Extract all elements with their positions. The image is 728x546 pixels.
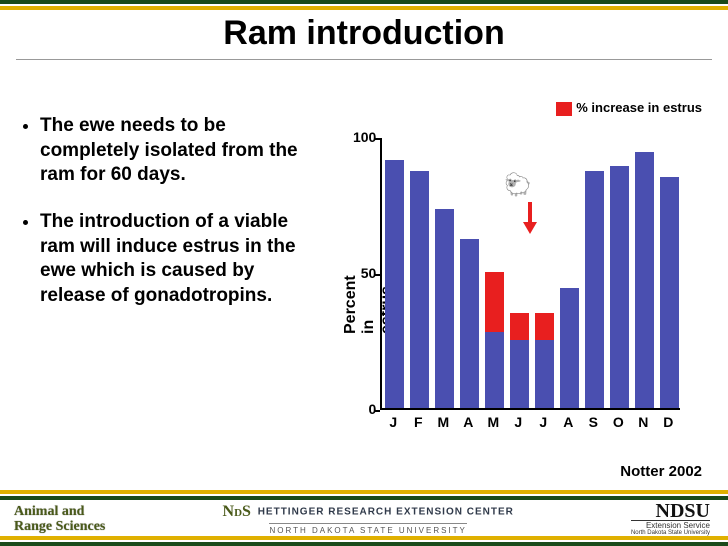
very-bottom-stripe bbox=[0, 536, 728, 546]
arrow-icon bbox=[520, 200, 540, 234]
bar bbox=[560, 288, 579, 408]
y-tick-mark bbox=[375, 410, 380, 412]
chart-legend: % increase in estrus bbox=[556, 100, 702, 116]
stripe bbox=[0, 542, 728, 546]
footer-mid-title: HETTINGER RESEARCH EXTENSION CENTER bbox=[258, 506, 514, 517]
bar bbox=[510, 340, 529, 408]
y-tick: 50 bbox=[346, 265, 376, 281]
x-tick: O bbox=[607, 414, 629, 430]
ndsu-logo: NDSU bbox=[631, 502, 710, 521]
bar-increase bbox=[485, 272, 504, 332]
bar bbox=[610, 166, 629, 408]
x-tick: A bbox=[557, 414, 579, 430]
x-tick: J bbox=[507, 414, 529, 430]
sheep-icon: 🐑 bbox=[504, 172, 531, 198]
bar-increase bbox=[510, 313, 529, 340]
nds-mark-icon: NDS bbox=[223, 503, 251, 520]
ndsu-sub1: Extension Service bbox=[631, 521, 710, 530]
top-stripe-group bbox=[0, 0, 728, 10]
bullet-item: The introduction of a viable ram will in… bbox=[40, 210, 320, 309]
x-tick: S bbox=[582, 414, 604, 430]
bar bbox=[460, 239, 479, 408]
x-tick: N bbox=[632, 414, 654, 430]
y-tick: 100 bbox=[346, 129, 376, 145]
footer-left-line2: Range Sciences bbox=[14, 519, 105, 534]
bar bbox=[635, 152, 654, 408]
legend-swatch bbox=[556, 102, 572, 116]
title-rule bbox=[16, 59, 712, 60]
bar-increase bbox=[535, 313, 554, 340]
bar bbox=[410, 171, 429, 408]
x-tick: M bbox=[482, 414, 504, 430]
x-tick: M bbox=[432, 414, 454, 430]
bar bbox=[385, 160, 404, 408]
y-tick-mark bbox=[375, 274, 380, 276]
bottom-stripe-group bbox=[0, 490, 728, 500]
bullet-item: The ewe needs to be completely isolated … bbox=[40, 114, 320, 188]
footer-right: NDSU Extension Service North Dakota Stat… bbox=[631, 502, 728, 536]
bullet-list: The ewe needs to be completely isolated … bbox=[0, 100, 320, 480]
chart-container: % increase in estrus Percent in estrus 🐑… bbox=[320, 100, 728, 480]
stripe bbox=[0, 6, 728, 10]
bar bbox=[585, 171, 604, 408]
footer-mid: NDS HETTINGER RESEARCH EXTENSION CENTER … bbox=[105, 503, 631, 536]
footer-left-line1: Animal and bbox=[14, 504, 105, 519]
footer-mid-sub: NORTH DAKOTA STATE UNIVERSITY bbox=[269, 523, 466, 535]
x-tick: J bbox=[382, 414, 404, 430]
chart-citation: Notter 2002 bbox=[620, 463, 702, 480]
footer-left: Animal and Range Sciences bbox=[0, 504, 105, 535]
footer: Animal and Range Sciences NDS HETTINGER … bbox=[0, 500, 728, 538]
bar bbox=[660, 177, 679, 408]
x-tick: J bbox=[532, 414, 554, 430]
y-tick-mark bbox=[375, 138, 380, 140]
legend-label: % increase in estrus bbox=[576, 100, 702, 115]
x-tick: A bbox=[457, 414, 479, 430]
bar bbox=[435, 209, 454, 408]
y-tick: 0 bbox=[346, 401, 376, 417]
x-tick: D bbox=[657, 414, 679, 430]
x-tick: F bbox=[407, 414, 429, 430]
content-row: The ewe needs to be completely isolated … bbox=[0, 100, 728, 480]
bar bbox=[485, 332, 504, 408]
